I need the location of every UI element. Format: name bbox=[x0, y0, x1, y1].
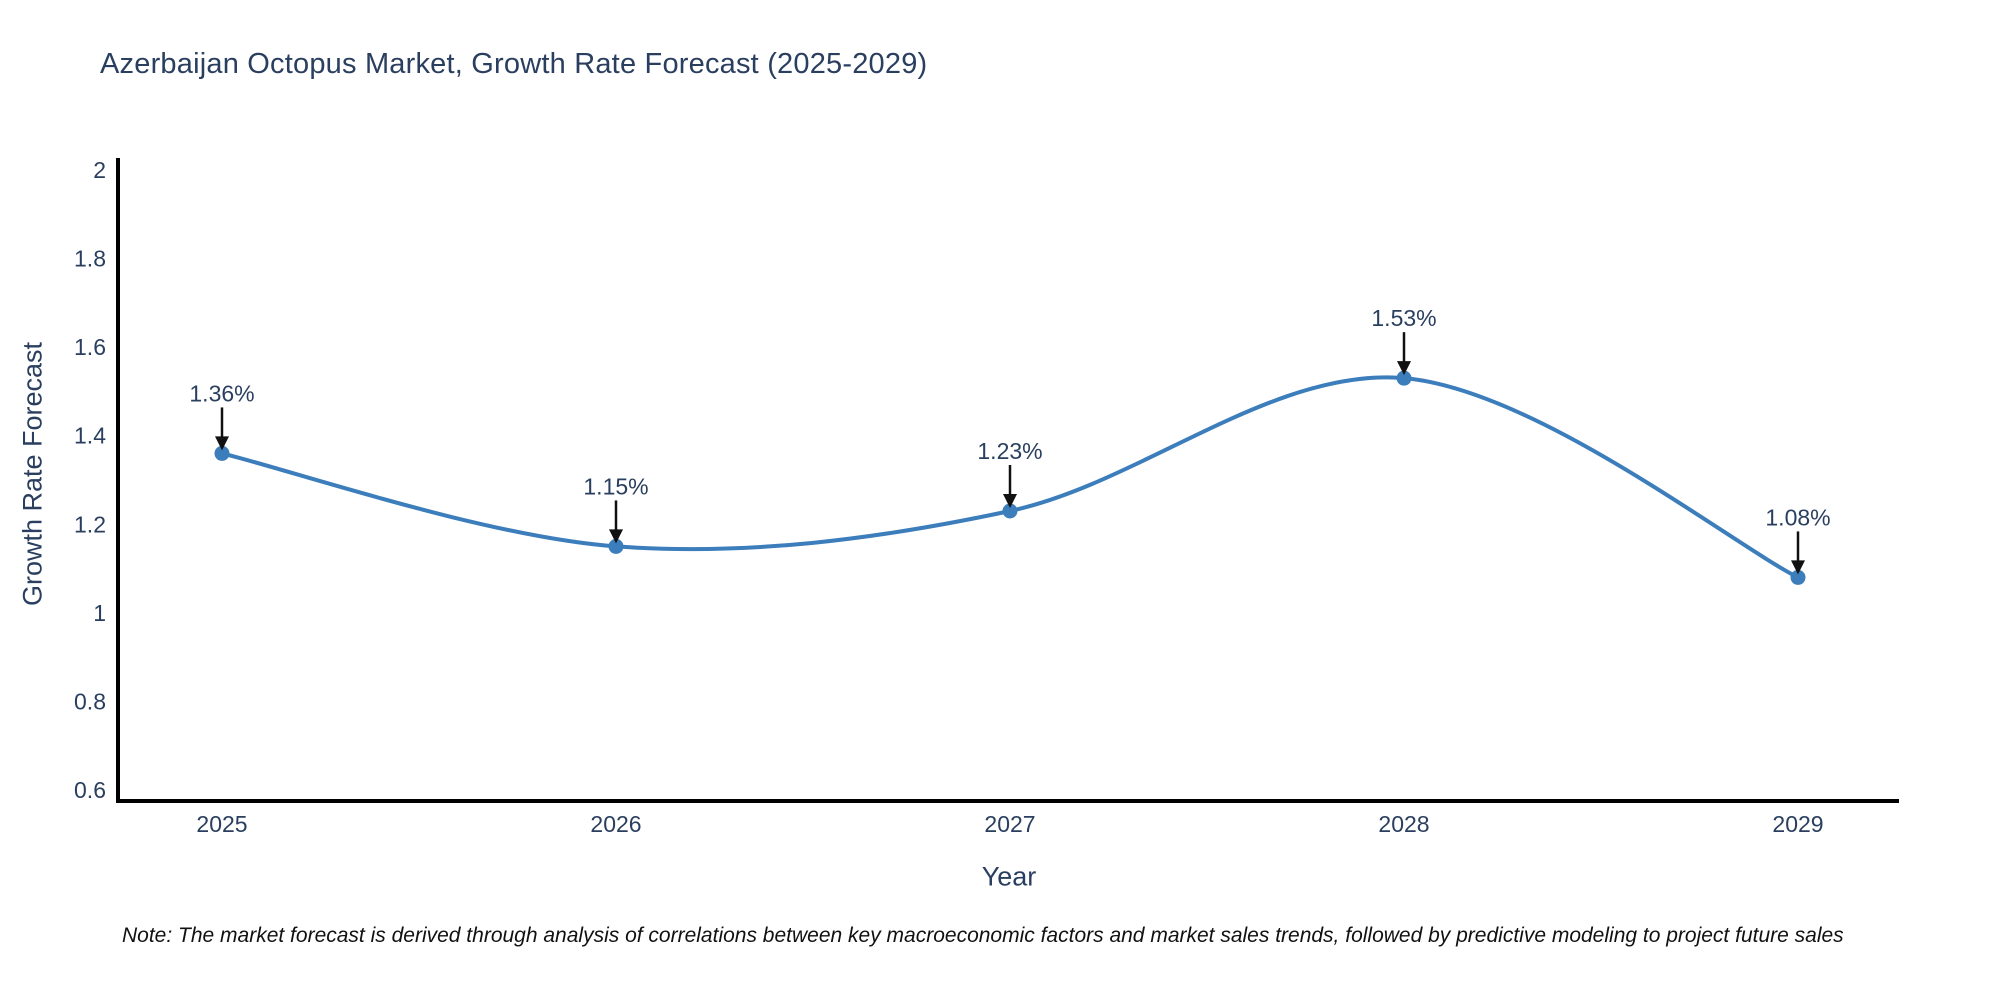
annotation-arrow-head bbox=[1003, 494, 1017, 508]
data-point-marker bbox=[214, 445, 230, 461]
y-tick-label: 0.6 bbox=[74, 777, 106, 803]
x-tick-label: 2029 bbox=[1772, 811, 1823, 837]
data-point-marker bbox=[1396, 370, 1412, 386]
footnote: Note: The market forecast is derived thr… bbox=[122, 924, 1844, 947]
x-tick-label: 2027 bbox=[984, 811, 1035, 837]
y-tick-label: 1.4 bbox=[74, 423, 106, 449]
data-point-marker bbox=[608, 538, 624, 554]
y-tick-label: 0.8 bbox=[74, 688, 106, 714]
data-point-label: 1.36% bbox=[189, 380, 254, 406]
y-tick-label: 1.6 bbox=[74, 334, 106, 360]
annotation-arrow-head bbox=[215, 436, 229, 451]
forecast-line-series bbox=[220, 375, 1800, 580]
x-axis-title: Year bbox=[981, 861, 1037, 892]
y-tick-label: 1.8 bbox=[74, 246, 106, 272]
data-point-label: 1.15% bbox=[583, 473, 648, 499]
annotation-arrow-head bbox=[1397, 361, 1411, 376]
y-tick-label: 2 bbox=[93, 157, 106, 183]
data-point-label: 1.53% bbox=[1371, 305, 1436, 331]
x-tick-label: 2028 bbox=[1378, 811, 1429, 837]
x-tick-label: 2025 bbox=[196, 811, 247, 837]
data-point-label: 1.23% bbox=[977, 438, 1042, 464]
x-tick-label: 2026 bbox=[590, 811, 641, 837]
data-point-label: 1.08% bbox=[1765, 504, 1830, 530]
y-tick-label: 1 bbox=[93, 600, 106, 626]
y-tick-label: 1.2 bbox=[74, 511, 106, 537]
data-point-marker bbox=[1002, 503, 1018, 519]
data-point-marker bbox=[1790, 569, 1806, 585]
annotation-arrow-head bbox=[609, 529, 623, 544]
annotation-arrow-head bbox=[1791, 560, 1805, 575]
chart-title: Azerbaijan Octopus Market, Growth Rate F… bbox=[100, 48, 928, 80]
